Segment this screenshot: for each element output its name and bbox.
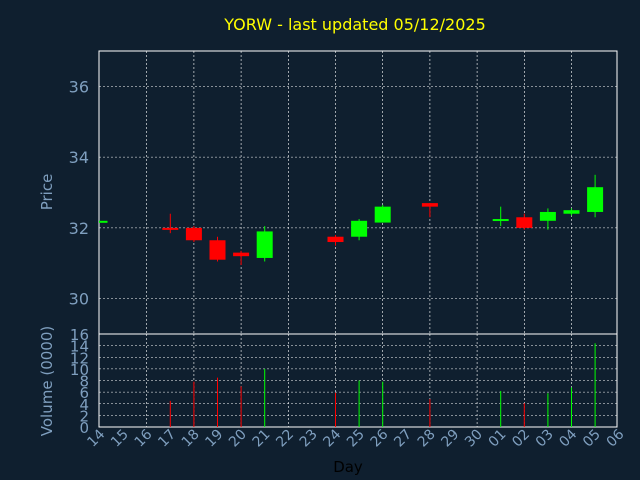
x-tick-label: 01 [486, 427, 510, 451]
price-tick-label: 34 [69, 148, 89, 167]
candle-body [162, 227, 179, 230]
candle [185, 226, 202, 243]
candle [587, 174, 604, 218]
volume-tick-label: 4 [79, 396, 89, 414]
volume-tick-label: 8 [79, 373, 89, 391]
price-gridlines [99, 51, 617, 334]
candle [421, 203, 438, 218]
x-tick-label: 18 [179, 427, 203, 451]
candle-body [209, 240, 226, 260]
volume-gridlines [99, 334, 617, 427]
x-tick-label: 23 [297, 427, 321, 451]
candle [563, 208, 580, 216]
x-tick-label: 21 [250, 427, 274, 451]
candle-body [351, 220, 368, 237]
x-tick-label: 25 [344, 427, 368, 451]
x-tick-label: 24 [320, 426, 344, 450]
x-tick-label: 27 [391, 427, 415, 451]
candle [351, 219, 368, 241]
volume-bars [169, 343, 596, 427]
x-tick-label: 15 [108, 427, 132, 451]
candle [256, 226, 273, 262]
volume-axis-label: Volume (0000) [38, 326, 56, 436]
candle [209, 236, 226, 262]
x-axis-ticks: 14 15 16 17 18 19 20 21 22 23 24 25 26 27 28 29 30 01 02 03… [84, 426, 627, 450]
candle [539, 208, 556, 230]
candle-body [185, 227, 202, 241]
candle-body [256, 231, 273, 258]
candle-body [563, 210, 580, 214]
x-tick-label: 19 [202, 427, 226, 451]
x-tick-label: 04 [556, 426, 580, 450]
volume-tick-label: 10 [70, 361, 89, 379]
candle-body [99, 220, 108, 223]
x-tick-label: 17 [155, 427, 179, 451]
candles [99, 174, 604, 266]
x-tick-label: 30 [462, 427, 486, 451]
candle [516, 213, 533, 230]
candle [162, 213, 179, 234]
x-tick-label: 03 [533, 427, 557, 451]
x-tick-label: 02 [509, 427, 533, 451]
candle-body [587, 187, 604, 212]
candle [492, 206, 509, 227]
x-tick-label: 26 [368, 426, 392, 450]
x-axis-label: Day [333, 458, 363, 476]
price-tick-label: 30 [69, 290, 89, 309]
candle-body [516, 217, 533, 228]
candle-body [233, 252, 250, 257]
volume-tick-label: 16 [70, 326, 89, 344]
candle-body [327, 236, 344, 243]
x-tick-label: 06 [604, 426, 628, 450]
candle-body [539, 211, 556, 221]
chart-title: YORW - last updated 05/12/2025 [223, 15, 486, 34]
candle [233, 250, 250, 266]
candle [327, 234, 344, 246]
x-tick-label: 28 [415, 427, 439, 451]
candle-body [374, 206, 391, 223]
volume-tick-label: 0 [79, 419, 89, 437]
volume-tick-label: 2 [79, 407, 89, 425]
candle [99, 220, 108, 223]
x-tick-label: 22 [273, 427, 297, 451]
x-tick-label: 20 [226, 427, 250, 451]
volume-tick-label: 6 [79, 384, 89, 402]
volume-tick-label: 14 [70, 338, 89, 356]
candle-body [492, 219, 509, 222]
x-tick-label: 05 [580, 427, 604, 451]
x-tick-label: 29 [438, 427, 462, 451]
candle-body [421, 203, 438, 207]
price-axis-label: Price [38, 174, 56, 211]
x-tick-label: 16 [132, 426, 156, 450]
volume-tick-label: 12 [70, 349, 89, 367]
price-plot-frame [98, 50, 618, 335]
price-tick-label: 36 [69, 77, 89, 96]
price-panel: 30 32 34 36 Price [38, 50, 618, 335]
price-y-ticks: 30 32 34 36 [69, 77, 89, 308]
price-tick-label: 32 [69, 219, 89, 238]
candle [374, 204, 391, 223]
